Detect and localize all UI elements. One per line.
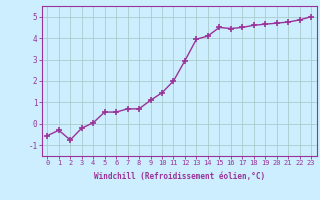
X-axis label: Windchill (Refroidissement éolien,°C): Windchill (Refroidissement éolien,°C) (94, 172, 265, 181)
